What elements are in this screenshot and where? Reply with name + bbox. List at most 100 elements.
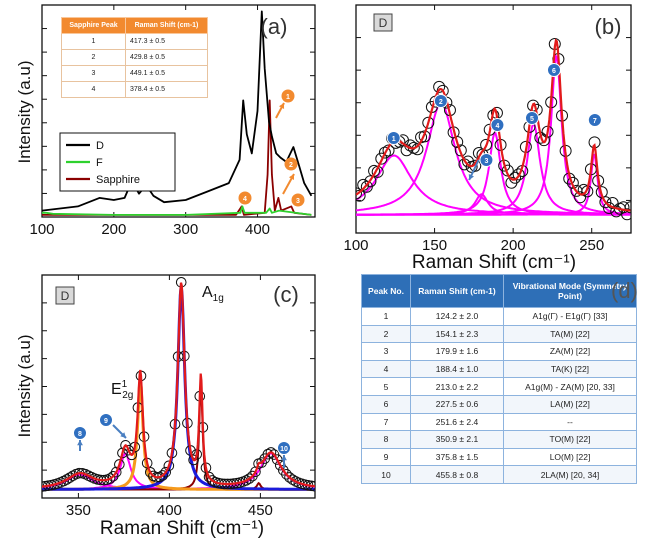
annotation-2-text: 2 bbox=[289, 162, 293, 169]
data-point bbox=[610, 205, 623, 218]
peak-badge-7-bubble bbox=[587, 113, 602, 127]
table-cell: 455.8 ± 0.8 bbox=[410, 465, 504, 484]
data-point bbox=[265, 447, 277, 458]
panel-b-badge-box bbox=[373, 13, 393, 32]
table-cell: 8 bbox=[361, 430, 411, 449]
table-cell: 213.0 ± 2.2 bbox=[410, 377, 504, 396]
data-point bbox=[104, 473, 116, 484]
panel-a-x-tick-label: 100 bbox=[29, 221, 54, 238]
table-cell: -- bbox=[503, 412, 637, 432]
annotation-4-text: 4 bbox=[243, 196, 247, 203]
panel-a-x-tick-label: 300 bbox=[173, 221, 198, 238]
table-cell: 4 bbox=[361, 359, 411, 379]
table-cell: LO(M) [22] bbox=[503, 447, 637, 467]
table-cell: 5 bbox=[361, 377, 411, 396]
peak-badge-1-text: 1 bbox=[392, 136, 396, 143]
data-point bbox=[356, 189, 366, 202]
data-point bbox=[512, 168, 525, 181]
table-cell: 1 bbox=[361, 307, 411, 326]
data-point bbox=[188, 454, 199, 466]
peak-badge-8-arrow-head bbox=[77, 440, 83, 446]
peak-badge-5-bubble bbox=[525, 111, 539, 125]
table-cell: 375.8 ± 1.5 bbox=[410, 447, 504, 467]
table-d-header-peak: Peak No. bbox=[361, 274, 411, 308]
panel-c-badge-letter: D bbox=[61, 289, 70, 303]
panel-c-x-tick-label: 450 bbox=[248, 502, 273, 519]
table-d-header-shift: Raman Shift (cm-1) bbox=[410, 274, 504, 308]
panel-c-label: (c) bbox=[273, 282, 299, 307]
data-point bbox=[243, 473, 255, 484]
data-point bbox=[356, 187, 362, 200]
table-cell: TA(M) [22] bbox=[503, 324, 637, 344]
table-row: 5 213.0 ± 2.2 A1g(M) - ZA(M) [20, 33] bbox=[361, 377, 637, 396]
panel-a-ylabel: Intensity (a.u) bbox=[15, 61, 34, 164]
panel-b-badge-letter: D bbox=[379, 16, 388, 30]
data-point bbox=[281, 469, 292, 480]
peak-badge-5-text: 5 bbox=[530, 116, 534, 123]
peak-badge-10-arrow-head bbox=[281, 455, 287, 461]
annotation-4-bubble bbox=[238, 191, 252, 205]
data-point bbox=[624, 201, 631, 214]
data-point bbox=[433, 80, 446, 93]
data-point bbox=[160, 466, 172, 478]
peak-badge-3-bubble bbox=[479, 153, 494, 167]
peak-label-e2g: E1 2g bbox=[111, 379, 133, 401]
table-cell: 6 bbox=[361, 394, 411, 414]
peak-badge-9-arrow-head bbox=[120, 432, 126, 438]
data-point bbox=[382, 144, 395, 157]
table-a-header-shift: Raman Shift (cm-1) bbox=[124, 17, 209, 34]
annotation-1-text: 1 bbox=[286, 94, 290, 101]
table-cell: TO(M) [22] bbox=[503, 430, 637, 449]
data-point bbox=[617, 201, 630, 214]
peak-badge-2-text: 2 bbox=[439, 99, 443, 106]
panel-c-badge-box bbox=[55, 286, 75, 305]
peak-badge-8-text: 8 bbox=[78, 431, 82, 438]
data-point bbox=[574, 191, 587, 204]
table-row: 1 124.2 ± 2.0 A1g(Γ) - E1g(Γ) [33] bbox=[361, 307, 637, 326]
data-point bbox=[454, 144, 467, 157]
table-cell: 179.9 ± 1.6 bbox=[410, 342, 504, 361]
data-point bbox=[274, 459, 286, 471]
table-cell: 350.9 ± 2.1 bbox=[410, 430, 504, 449]
peak-badge-7-text: 7 bbox=[593, 118, 597, 125]
data-point bbox=[378, 146, 391, 159]
table-cell: LA(M) [22] bbox=[503, 394, 637, 414]
panel-b-x-tick-label: 150 bbox=[422, 237, 447, 254]
table-cell: 3 bbox=[61, 65, 126, 82]
panel-c-x-tick-label: 400 bbox=[157, 502, 182, 519]
peak-badge-4-bubble bbox=[490, 118, 505, 132]
data-point bbox=[364, 175, 377, 188]
table-cell: 417.3 ± 0.5 bbox=[124, 33, 209, 50]
sapphire-peak-table: Sapphire Peak Raman Shift (cm-1) 1 417.3 … bbox=[61, 17, 209, 98]
table-cell: 7 bbox=[361, 412, 411, 432]
table-cell: 3 bbox=[361, 342, 411, 361]
table-cell: ZA(M) [22] bbox=[503, 342, 637, 361]
data-point bbox=[451, 135, 464, 148]
peak-label-e2g-sub: 2g bbox=[122, 390, 133, 401]
data-point bbox=[422, 116, 435, 129]
panel-b-label: (b) bbox=[595, 14, 622, 39]
data-point bbox=[163, 460, 175, 472]
table-cell: 449.1 ± 0.5 bbox=[124, 65, 209, 82]
peak-badge-3-arrow-head bbox=[468, 174, 474, 180]
table-a-header-peak: Sapphire Peak bbox=[61, 17, 126, 34]
panel-d-label: (d) bbox=[611, 278, 638, 303]
table-row: 2 429.8 ± 0.5 bbox=[61, 49, 209, 66]
data-point bbox=[114, 459, 125, 470]
peak-label-a1g: A1g bbox=[202, 284, 224, 304]
table-row: 1 417.3 ± 0.5 bbox=[61, 33, 209, 50]
data-point bbox=[284, 472, 295, 483]
panel-b-xlabel: Raman Shift (cm⁻¹) bbox=[412, 252, 576, 273]
peak-badge-6-bubble bbox=[547, 63, 561, 77]
table-cell: 10 bbox=[361, 465, 411, 484]
annotation-2-arrow-head bbox=[288, 174, 294, 180]
data-point bbox=[110, 466, 122, 478]
peak-label-e2g-sup: 1 bbox=[122, 379, 128, 390]
data-point bbox=[599, 196, 612, 209]
panel-a-label: (a) bbox=[261, 14, 288, 39]
annotation-2-bubble bbox=[284, 157, 298, 171]
data-point bbox=[157, 470, 168, 481]
data-point bbox=[566, 176, 579, 189]
panel-b-x-tick-label: 100 bbox=[343, 237, 368, 254]
data-point bbox=[203, 471, 215, 483]
